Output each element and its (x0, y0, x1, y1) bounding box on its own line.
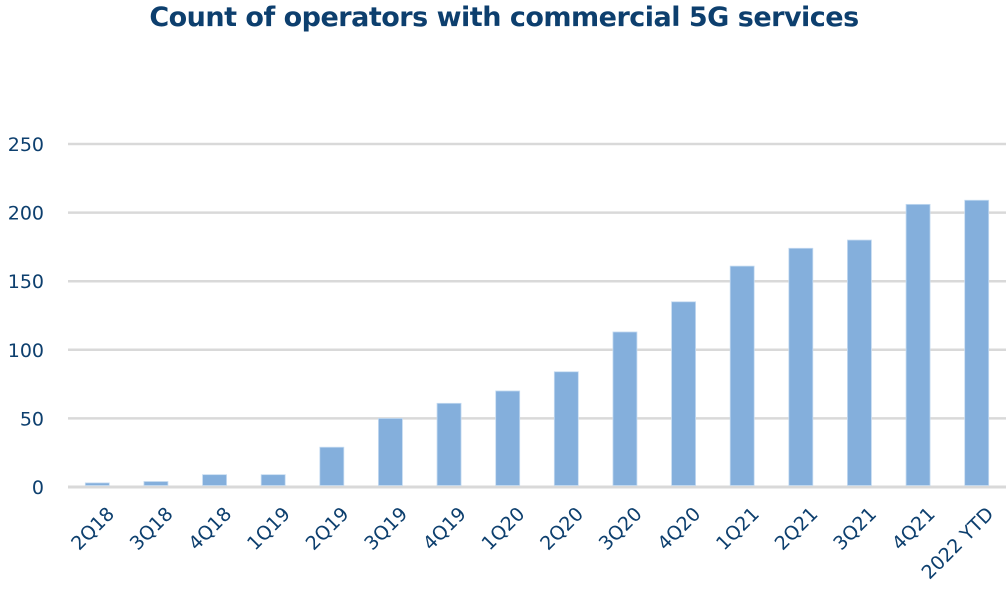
chart-title: Count of operators with commercial 5G se… (149, 2, 859, 33)
bar-4q18 (202, 474, 227, 486)
bar-3q19 (378, 417, 403, 486)
bar-2q18 (84, 482, 110, 486)
y-tick-label: 100 (8, 340, 44, 362)
bar-3q21 (847, 239, 872, 486)
gridlines (68, 142, 1006, 489)
y-tick-label: 50 (20, 408, 44, 430)
bar-2q21 (788, 247, 814, 486)
x-tick-label: 4Q19 (419, 503, 471, 555)
y-axis-ticks: 0 50 100 150 200 250 (8, 134, 44, 499)
bar-4q20 (671, 301, 696, 486)
y-tick-label: 0 (32, 477, 44, 499)
bar-2022-ytd (964, 199, 990, 486)
bar-3q18 (143, 481, 169, 486)
x-tick-label: 1Q20 (478, 503, 530, 555)
bar-4q19 (436, 402, 462, 486)
y-tick-label: 250 (8, 134, 44, 156)
bar-2q20 (553, 371, 579, 486)
x-tick-label: 2Q19 (302, 503, 354, 555)
x-tick-label: 4Q20 (653, 503, 705, 555)
x-axis-ticks: 2Q18 3Q18 4Q18 1Q19 2Q19 3Q19 4Q19 1Q20 2Q20 3Q20… (67, 503, 998, 584)
x-tick-label: 2Q20 (536, 503, 588, 555)
bar-2q19 (319, 446, 345, 486)
bar-4q21 (905, 203, 931, 486)
bars (84, 199, 990, 486)
x-tick-label: 1Q21 (712, 503, 764, 555)
x-tick-label: 1Q19 (243, 503, 295, 555)
x-tick-label: 3Q18 (126, 503, 178, 555)
bar-1q20 (495, 390, 521, 486)
y-tick-label: 200 (8, 203, 44, 225)
bar-3q20 (612, 331, 638, 486)
x-tick-label: 4Q21 (888, 503, 940, 555)
x-tick-label: 4Q18 (184, 503, 236, 555)
y-tick-label: 150 (8, 271, 44, 293)
x-tick-label: 2Q21 (771, 503, 823, 555)
x-tick-label: 2Q18 (67, 503, 119, 555)
x-tick-label: 3Q21 (829, 503, 881, 555)
x-tick-label: 3Q19 (360, 503, 412, 555)
bar-1q19 (260, 474, 286, 486)
bar-1q21 (729, 265, 755, 486)
x-tick-label: 3Q20 (595, 503, 647, 555)
